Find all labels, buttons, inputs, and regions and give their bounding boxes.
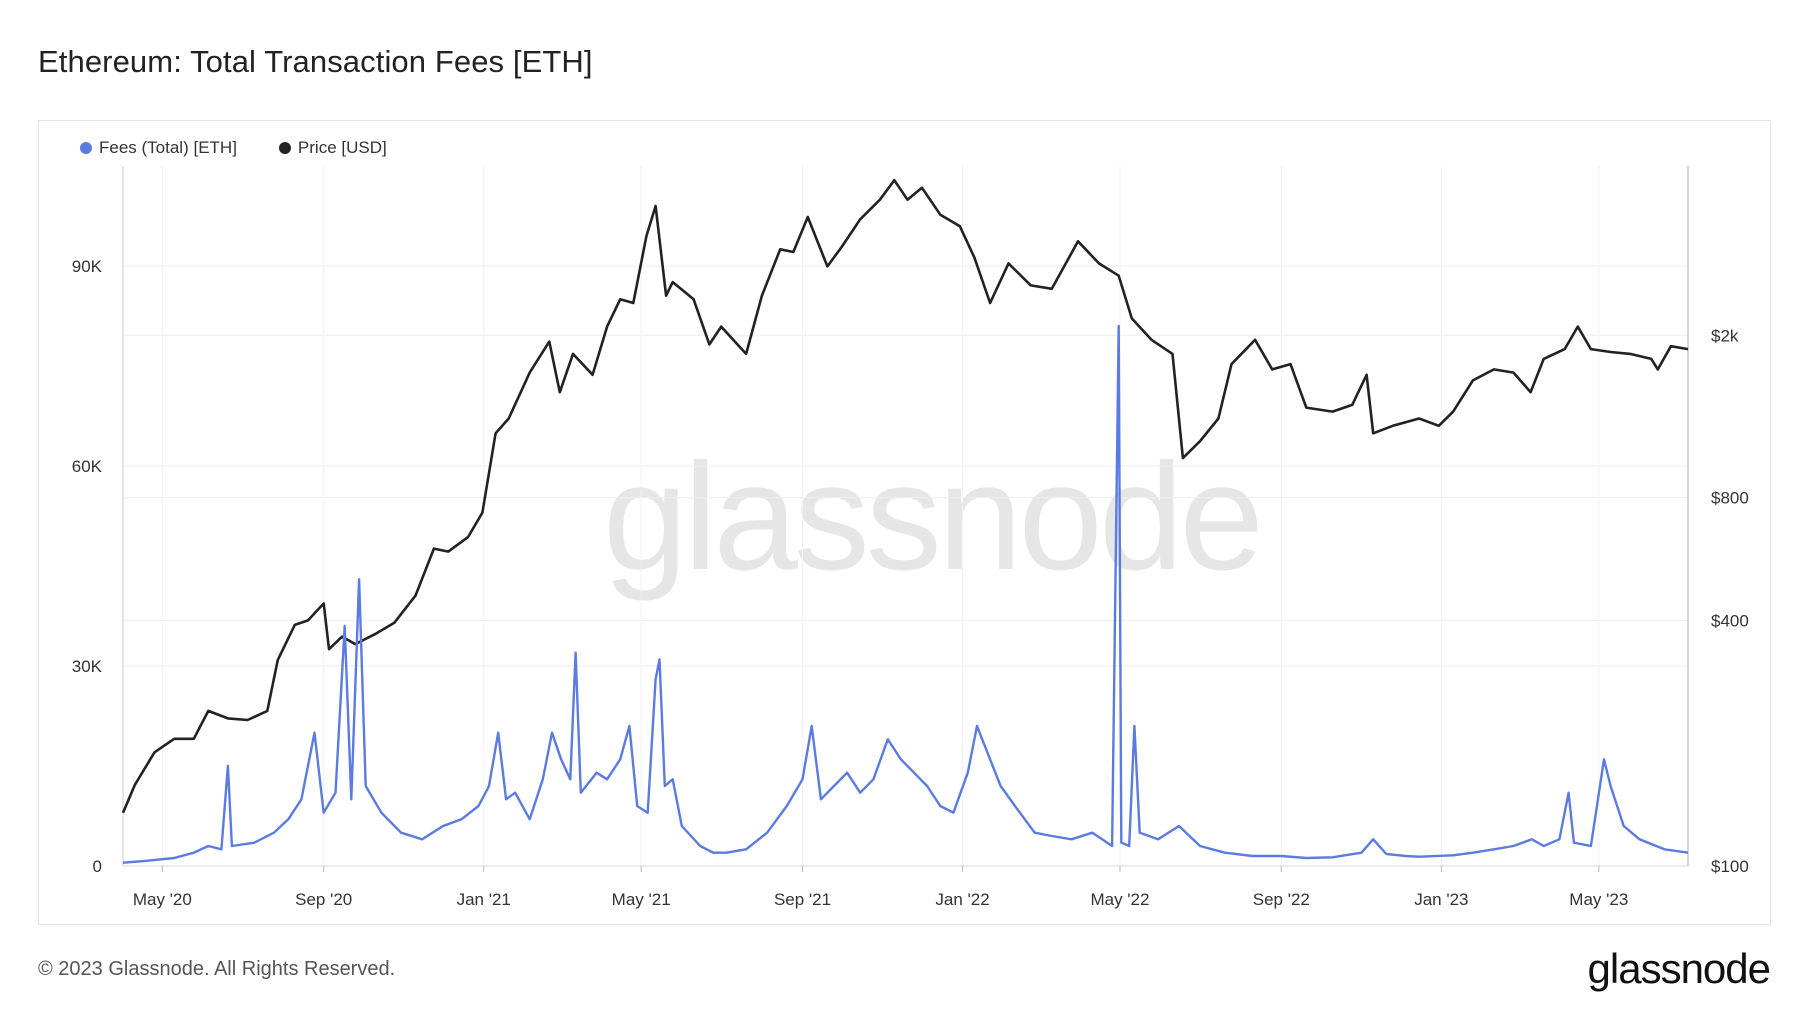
y-right-tick-label: $2k [1711,326,1739,345]
series-fees-line [122,324,1689,864]
page-title: Ethereum: Total Transaction Fees [ETH] [38,44,593,79]
legend-label-fees: Fees (Total) [ETH] [99,138,237,157]
copyright-text: © 2023 Glassnode. All Rights Reserved. [38,958,396,980]
x-tick-label: Sep '22 [1253,890,1310,909]
axis-layer [122,166,1689,872]
y-right-tick-label: $400 [1711,611,1749,630]
y-left-tick-label: 30K [72,657,103,676]
x-tick-label: Jan '21 [457,890,511,909]
chart-frame [38,120,1771,925]
x-tick-label: May '21 [612,890,671,909]
grid-layer [123,166,1688,866]
legend-dot-price-icon [278,142,291,154]
y-left-tick-label: 60K [72,457,103,476]
series-layer [121,178,1689,864]
x-tick-label: Sep '21 [774,890,831,909]
legend-item-fees[interactable]: Fees (Total) [ETH] [80,138,237,158]
y-right-tick-label: $100 [1711,857,1749,876]
y-left-tick-label: 0 [93,857,102,876]
x-tick-label: May '20 [133,890,192,909]
y-right-tick-label: $800 [1711,489,1749,508]
glassnode-logo[interactable]: glassnode [1587,945,1771,992]
legend-dot-fees-icon [80,142,92,154]
legend: Fees (Total) [ETH] Price [USD] [80,138,429,158]
y-left-tick-label: 90K [72,257,103,276]
legend-label-price: Price [USD] [297,138,387,157]
x-tick-label: May '23 [1569,890,1628,909]
x-tick-label: May '22 [1090,890,1149,909]
x-tick-label: Jan '22 [935,890,989,909]
series-price-line [121,178,1689,814]
x-tick-label: Sep '20 [295,890,352,909]
legend-item-price[interactable]: Price [USD] [278,138,387,158]
x-tick-label: Jan '23 [1414,890,1468,909]
label-layer: 0 30K 60K 90K $100 $400 $800 $2k May '20 Sep '20 J… [72,257,1749,909]
